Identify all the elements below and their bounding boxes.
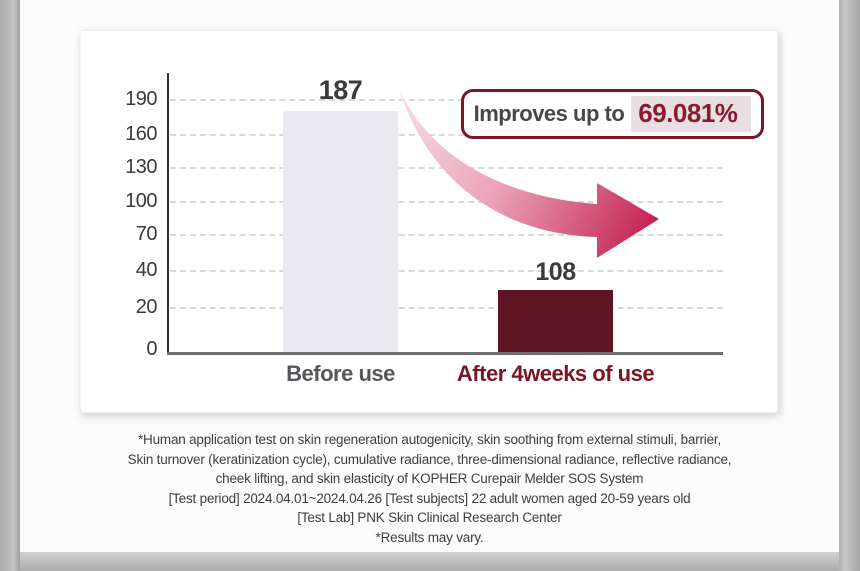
y-tick-label: 160 [125, 123, 157, 145]
footnote-line: [Test period] 2024.04.01~2024.04.26 [Tes… [168, 490, 691, 506]
y-tick-label: 70 [135, 223, 158, 245]
page-left-edge [0, 0, 20, 571]
category-label-before-use: Before use [286, 361, 395, 386]
bar-chart: 190 160 130 100 70 40 20 0 187 108 Befor… [81, 31, 777, 412]
category-label-after-use: After 4weeks of use [456, 361, 655, 386]
gridline-160 [170, 134, 723, 136]
gridline-100 [170, 201, 723, 203]
y-tick-label: 40 [135, 259, 158, 281]
footnote-line: cheek lifting, and skin elasticity of KO… [215, 471, 644, 486]
y-tick-label: 130 [125, 156, 157, 178]
footnote-line: *Results may vary. [375, 529, 484, 545]
gridline-70 [170, 234, 723, 236]
bar-before-use [283, 111, 398, 352]
callout-text: Improves up to [473, 101, 625, 126]
gridline-40 [170, 270, 723, 272]
footnote-line: [Test Lab] PNK Skin Clinical Research Ce… [297, 510, 562, 525]
chart-card: 190 160 130 100 70 40 20 0 187 108 Befor… [80, 30, 778, 413]
gridline-20 [170, 307, 723, 309]
callout-value-highlight: 69.081% [631, 96, 752, 132]
gridline-190 [170, 99, 723, 101]
y-tick-label: 190 [125, 88, 157, 110]
y-tick-label: 20 [135, 296, 158, 318]
footnote-line: *Human application test on skin regenera… [137, 432, 721, 447]
page-right-edge [839, 0, 860, 571]
footnote-line: Skin turnover (keratinization cycle), cu… [127, 451, 732, 467]
y-axis-line [167, 73, 169, 354]
down-trend-arrow-icon [399, 88, 659, 258]
x-axis-line [167, 352, 723, 355]
bar-value-label-before: 187 [318, 75, 363, 105]
bar-value-label-after: 108 [535, 258, 576, 286]
y-tick-label: 0 [146, 338, 157, 360]
improvement-callout: Improves up to 69.081% [461, 89, 764, 139]
y-tick-label: 100 [125, 190, 157, 212]
page-bottom-strip [20, 552, 839, 571]
bar-after-use [498, 290, 613, 352]
footnote: *Human application test on skin regenera… [20, 430, 839, 547]
